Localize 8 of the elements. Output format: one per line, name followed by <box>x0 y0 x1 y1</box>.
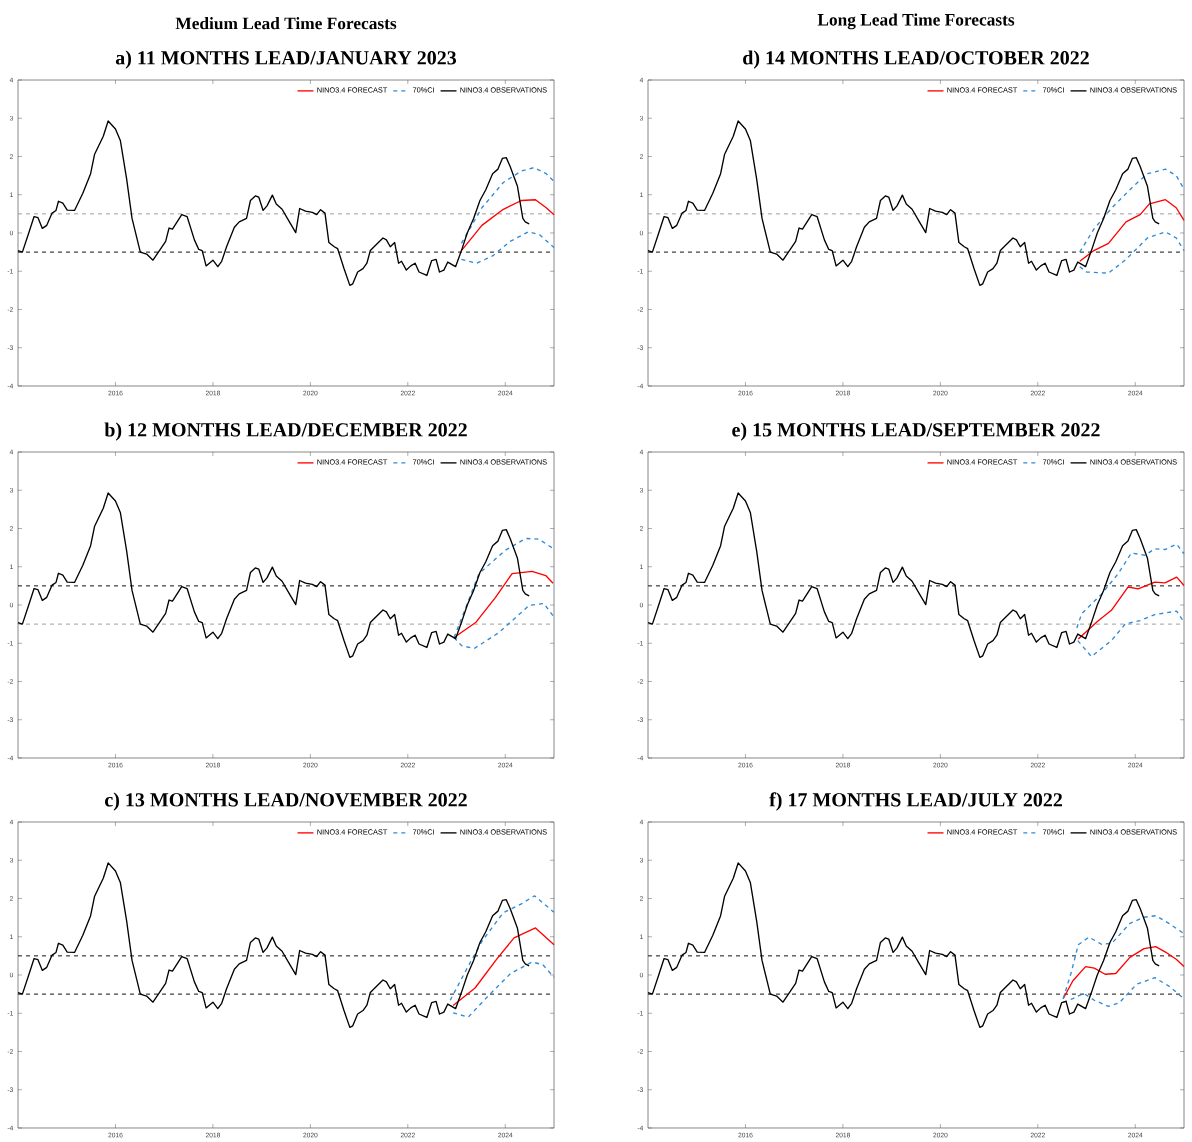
chart-title: f) 17 MONTHS LEAD/JULY 2022 <box>769 792 1062 811</box>
chart-title: c) 13 MONTHS LEAD/NOVEMBER 2022 <box>105 792 467 811</box>
text: Long Lead Time Forecasts <box>817 13 1015 30</box>
chart-title: e) 15 MONTHS LEAD/SEPTEMBER 2022 <box>732 422 1100 441</box>
chart-title: a) 11 MONTHS LEAD/JANUARY 2023 <box>115 50 457 69</box>
text: Medium Lead Time Forecasts <box>175 17 397 30</box>
chart-title: d) 14 MONTHS LEAD/OCTOBER 2022 <box>743 50 1089 69</box>
chart-title: b) 12 MONTHS LEAD/DECEMBER 2022 <box>104 422 467 441</box>
